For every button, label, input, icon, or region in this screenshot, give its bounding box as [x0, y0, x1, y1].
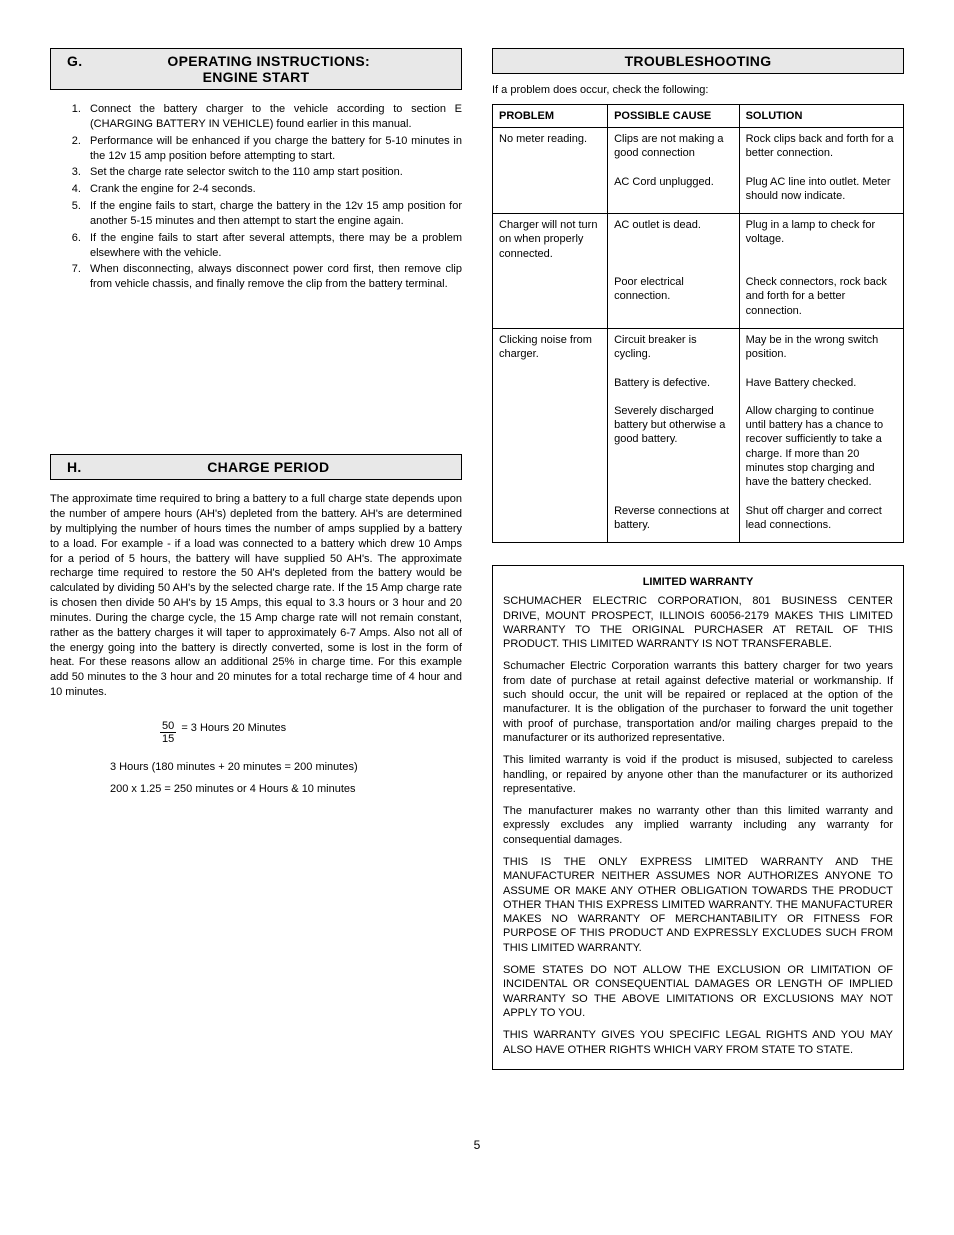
table-row: Battery is defective.Have Battery checke…	[493, 372, 904, 400]
list-item: If the engine fails to start, charge the…	[84, 199, 462, 229]
section-h-letter: H.	[67, 459, 82, 475]
table-cell: May be in the wrong switch position.	[739, 328, 903, 371]
table-cell: Check connectors, rock back and forth fo…	[739, 271, 903, 328]
table-cell: Poor electrical connection.	[608, 271, 740, 328]
warranty-para: The manufacturer makes no warranty other…	[503, 804, 893, 847]
warranty-title: LIMITED WARRANTY	[503, 576, 893, 588]
table-row: Poor electrical connection.Check connect…	[493, 271, 904, 328]
calc-line-2: 200 x 1.25 = 250 minutes or 4 Hours & 10…	[110, 783, 462, 795]
section-g-letter: G.	[67, 53, 82, 69]
section-h-header: H. CHARGE PERIOD	[50, 454, 462, 480]
list-item: Connect the battery charger to the vehic…	[84, 102, 462, 132]
section-g-header: G. OPERATING INSTRUCTIONS:ENGINE START	[50, 48, 462, 90]
table-cell	[493, 500, 608, 543]
list-item: Set the charge rate selector switch to t…	[84, 165, 462, 180]
table-cell: AC Cord unplugged.	[608, 171, 740, 214]
warranty-para: THIS IS THE ONLY EXPRESS LIMITED WARRANT…	[503, 855, 893, 955]
list-item: Performance will be enhanced if you char…	[84, 134, 462, 164]
warranty-para: SOME STATES DO NOT ALLOW THE EXCLUSION O…	[503, 963, 893, 1020]
left-column: G. OPERATING INSTRUCTIONS:ENGINE START C…	[50, 48, 462, 1070]
table-cell: Clips are not making a good connection	[608, 128, 740, 171]
troubleshooting-intro: If a problem does occur, check the follo…	[492, 84, 904, 96]
warranty-para: THIS WARRANTY GIVES YOU SPECIFIC LEGAL R…	[503, 1028, 893, 1057]
frac-num: 50	[160, 720, 176, 733]
table-cell: Have Battery checked.	[739, 372, 903, 400]
section-g-title: OPERATING INSTRUCTIONS:ENGINE START	[167, 53, 370, 85]
table-cell: AC outlet is dead.	[608, 214, 740, 271]
th-solution: SOLUTION	[739, 105, 903, 128]
table-cell: Reverse connections at battery.	[608, 500, 740, 543]
table-row: Reverse connections at battery.Shut off …	[493, 500, 904, 543]
table-cell	[493, 400, 608, 500]
troubleshooting-header: TROUBLESHOOTING	[492, 48, 904, 74]
table-cell	[493, 271, 608, 328]
list-item: Crank the engine for 2-4 seconds.	[84, 182, 462, 197]
warranty-para: This limited warranty is void if the pro…	[503, 753, 893, 796]
th-cause: POSSIBLE CAUSE	[608, 105, 740, 128]
table-cell: Battery is defective.	[608, 372, 740, 400]
warranty-box: LIMITED WARRANTY SCHUMACHER ELECTRIC COR…	[492, 565, 904, 1070]
table-row: Severely discharged battery but otherwis…	[493, 400, 904, 500]
table-cell: Severely discharged battery but otherwis…	[608, 400, 740, 500]
page-number: 5	[0, 1138, 954, 1152]
table-row: Charger will not turn on when properly c…	[493, 214, 904, 271]
warranty-para: Schumacher Electric Corporation warrants…	[503, 659, 893, 745]
warranty-para: SCHUMACHER ELECTRIC CORPORATION, 801 BUS…	[503, 594, 893, 651]
troubleshooting-table: PROBLEM POSSIBLE CAUSE SOLUTION No meter…	[492, 104, 904, 543]
right-column: TROUBLESHOOTING If a problem does occur,…	[492, 48, 904, 1070]
section-h-body: The approximate time required to bring a…	[50, 492, 462, 700]
table-cell: Circuit breaker is cycling.	[608, 328, 740, 371]
table-cell: Shut off charger and correct lead connec…	[739, 500, 903, 543]
table-cell: Plug in a lamp to check for voltage.	[739, 214, 903, 271]
table-cell	[493, 171, 608, 214]
calc-fraction: 50 15 = 3 Hours 20 Minutes	[160, 720, 462, 745]
frac-result: = 3 Hours 20 Minutes	[181, 722, 286, 734]
th-problem: PROBLEM	[493, 105, 608, 128]
table-cell	[493, 372, 608, 400]
table-cell: No meter reading.	[493, 128, 608, 171]
table-cell: Allow charging to continue until battery…	[739, 400, 903, 500]
section-h-title: CHARGE PERIOD	[207, 459, 329, 475]
table-row: No meter reading.Clips are not making a …	[493, 128, 904, 171]
table-cell: Charger will not turn on when properly c…	[493, 214, 608, 271]
table-cell: Rock clips back and forth for a better c…	[739, 128, 903, 171]
table-cell: Plug AC line into outlet. Meter should n…	[739, 171, 903, 214]
calc-line-1: 3 Hours (180 minutes + 20 minutes = 200 …	[110, 761, 462, 773]
list-item: When disconnecting, always disconnect po…	[84, 262, 462, 292]
table-row: AC Cord unplugged.Plug AC line into outl…	[493, 171, 904, 214]
list-item: If the engine fails to start after sever…	[84, 231, 462, 261]
frac-den: 15	[160, 733, 176, 745]
section-g-list: Connect the battery charger to the vehic…	[50, 102, 462, 292]
table-cell: Clicking noise from charger.	[493, 328, 608, 371]
table-row: Clicking noise from charger.Circuit brea…	[493, 328, 904, 371]
